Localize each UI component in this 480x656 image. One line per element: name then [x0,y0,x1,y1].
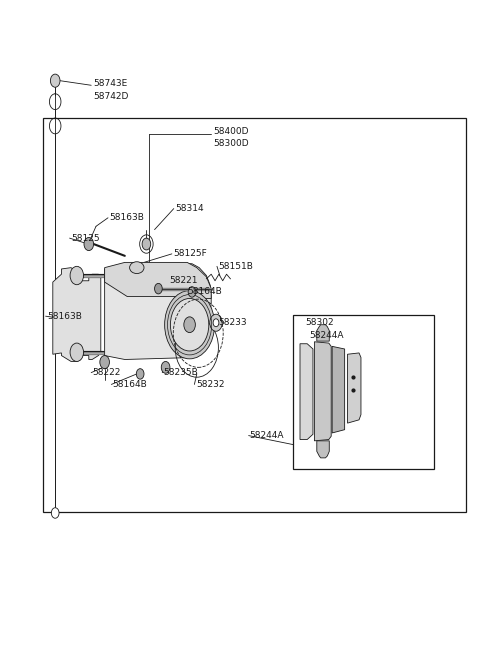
Text: 58300D: 58300D [214,139,249,148]
Circle shape [210,314,222,331]
Bar [43,118,466,512]
Polygon shape [53,268,101,361]
Text: 58221: 58221 [169,276,197,285]
Text: 58232: 58232 [196,380,224,389]
Circle shape [100,356,109,369]
Text: 58742D: 58742D [94,92,129,101]
Polygon shape [300,344,313,440]
Text: 58125: 58125 [71,234,100,243]
Circle shape [142,238,151,250]
Text: 58163B: 58163B [47,312,82,321]
Text: 58151B: 58151B [218,262,253,271]
Ellipse shape [130,262,144,274]
Circle shape [70,343,84,361]
Polygon shape [105,262,211,298]
Text: 58302: 58302 [305,318,334,327]
Text: 58235B: 58235B [163,368,198,377]
Circle shape [70,266,84,285]
Polygon shape [348,353,361,423]
Text: 58164B: 58164B [187,287,222,296]
Text: 58743E: 58743E [94,79,128,89]
Circle shape [84,237,94,251]
Polygon shape [332,346,345,433]
Text: 58164B: 58164B [112,380,147,389]
Text: 58125F: 58125F [173,249,206,258]
Circle shape [213,319,219,327]
Polygon shape [105,264,211,359]
Circle shape [161,361,170,373]
Text: 58244A: 58244A [310,331,344,340]
Bar [293,315,434,469]
Polygon shape [317,441,329,458]
Polygon shape [317,325,329,341]
Circle shape [165,291,215,359]
Circle shape [136,369,144,379]
Text: 58400D: 58400D [214,127,249,136]
Text: 58233: 58233 [218,318,247,327]
Circle shape [184,317,195,333]
Text: 58244A: 58244A [250,431,284,440]
Circle shape [188,287,196,297]
Text: 58222: 58222 [92,368,120,377]
Text: 58314: 58314 [175,204,204,213]
Circle shape [170,298,209,351]
Text: 58163B: 58163B [109,213,144,222]
Circle shape [155,283,162,294]
Circle shape [50,74,60,87]
Polygon shape [314,342,331,441]
Circle shape [51,508,59,518]
